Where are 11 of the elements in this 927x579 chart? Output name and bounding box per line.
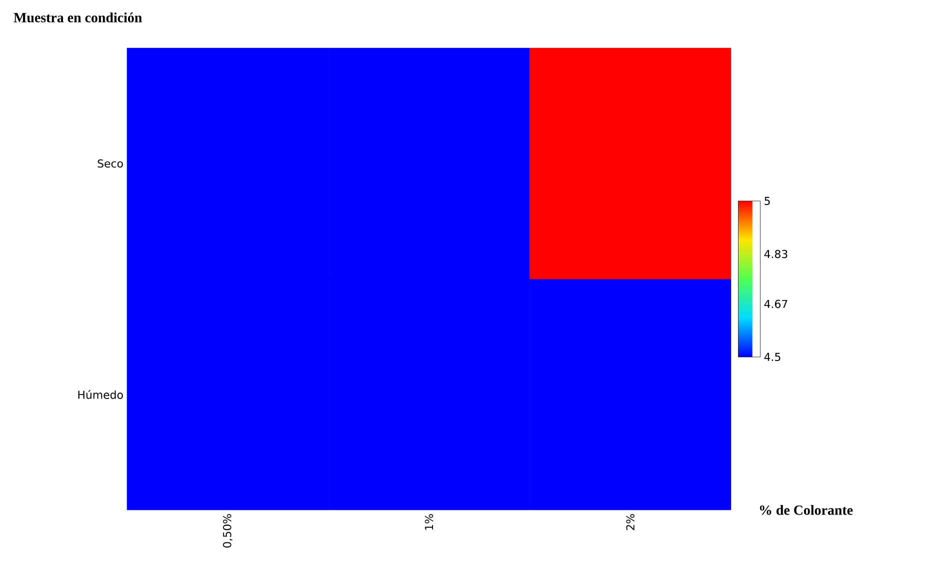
color-bar-label: 5 — [764, 196, 770, 206]
x-tick-label: 1% — [424, 514, 434, 530]
color-bar-label: 4.67 — [764, 300, 788, 308]
y-axis-title: Muestra en condición — [14, 12, 142, 22]
color-bar-label: 4.83 — [764, 250, 788, 258]
x-tick-label: 2% — [626, 514, 634, 530]
y-tick-label: Húmedo — [78, 390, 123, 399]
x-axis-title: % de Colorante — [760, 505, 853, 515]
x-tick-label: 0,50% — [222, 514, 232, 548]
color-bar-label: 4.5 — [764, 352, 780, 362]
y-tick-label: Seco — [98, 159, 123, 168]
